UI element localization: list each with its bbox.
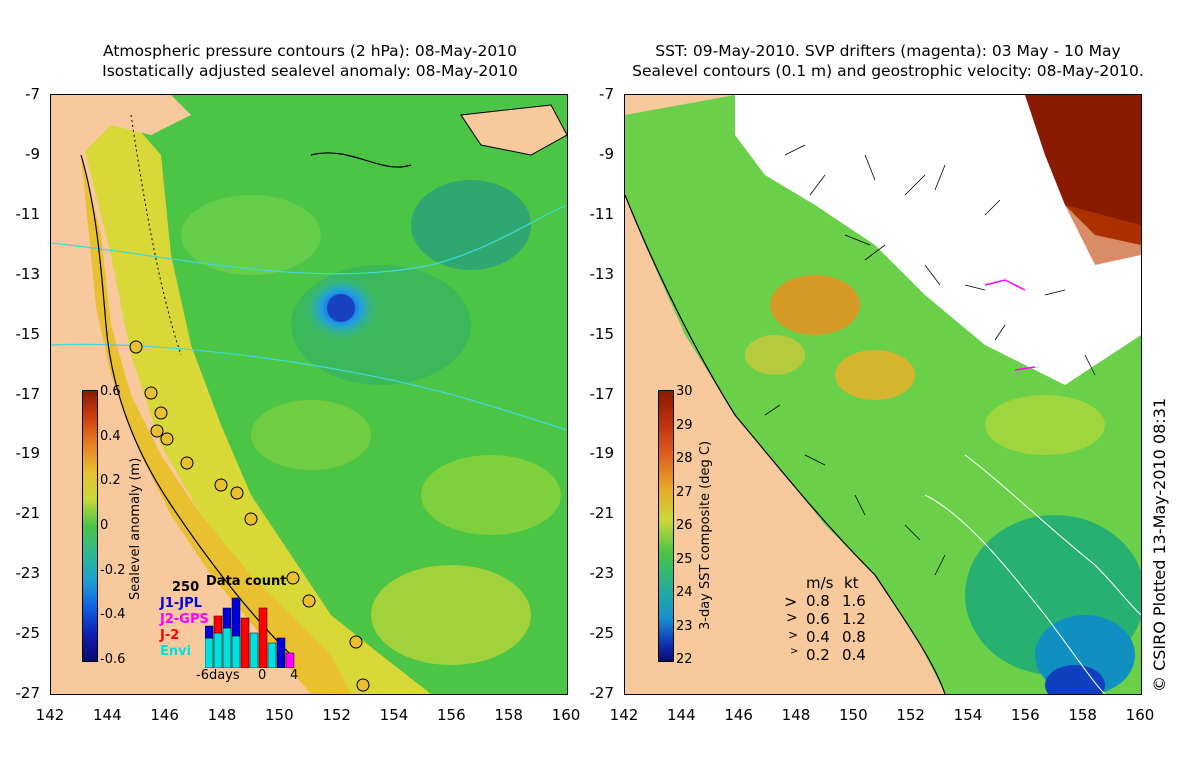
lon-tick-label: 144 [667,706,696,724]
sst-colorbar-title: 3-day SST composite (deg C) [698,440,713,630]
colorbar-tick-label: 0.6 [100,384,121,399]
colorbar-tick-label: 0 [100,518,109,533]
colorbar-tick-label: 30 [676,384,693,399]
sealevel-colorbar [82,390,98,662]
lon-tick-label: 160 [551,706,581,724]
sealevel-anomaly-map [50,94,568,695]
lon-tick-label: 144 [93,706,122,724]
lon-tick-label: 156 [1011,706,1040,724]
sealevel-colorbar-title: Sealevel anomaly (m) [128,457,143,600]
data-count-title: Data count [206,574,287,589]
colorbar-tick-label: -0.4 [100,607,126,623]
velocity-arrow-icon: > [790,646,799,657]
velocity-ms-value: 0.4 [806,628,830,646]
right-title-line2: Sealevel contours (0.1 m) and geostrophi… [632,62,1144,80]
data-count-max: 250 [172,580,200,595]
lon-tick-label: 152 [322,706,351,724]
lon-tick-label: 148 [781,706,811,724]
lat-tick-label: -9 [599,144,614,163]
velocity-legend: m/s kt >0.8 1.6 >0.6 1.2 >0.4 0.8 >0.2 0.4 [780,574,880,664]
colorbar-tick-label: 29 [676,417,693,433]
lat-tick-label: -27 [15,684,41,702]
lat-tick-label: -17 [15,384,41,403]
colorbar-tick-label: -0.2 [100,562,126,578]
velocity-arrow-icon: > [784,592,798,611]
velocity-kt-value: 1.6 [842,592,866,610]
sst-map-graphic [625,95,1141,694]
colorbar-tick-label: 25 [676,551,693,567]
lon-tick-label: 150 [265,706,294,724]
lat-tick-label: -15 [15,324,41,343]
lat-tick-label: -13 [589,264,615,283]
lat-tick-label: -15 [589,324,615,343]
lon-tick-label: 148 [207,706,237,724]
colorbar-tick-label: 27 [676,484,693,500]
lon-tick-label: 160 [1125,706,1155,724]
lat-tick-label: -21 [589,504,615,523]
lat-tick-label: -23 [589,564,615,583]
satellite-legend-item: J-2 [160,628,180,643]
lon-tick-label: 142 [35,706,65,724]
lat-tick-label: -11 [15,204,41,223]
data-count-inset: 250 Data count J1-JPL J2-GPS J-2 Envi -6day… [160,574,300,684]
velocity-kt-value: 0.4 [842,646,866,664]
lat-tick-label: -27 [589,684,615,702]
lat-tick-label: -9 [25,144,40,163]
lon-tick-label: 154 [953,706,983,724]
velocity-ms-value: 0.2 [806,646,830,664]
lon-tick-label: 158 [1068,706,1097,724]
lat-tick-label: -7 [599,85,614,103]
velocity-ms-value: 0.8 [806,592,830,610]
data-count-bars [205,597,295,668]
lat-tick-label: -23 [15,564,41,583]
lon-tick-label: 156 [437,706,466,724]
velocity-kt-value: 1.2 [842,610,866,628]
lon-tick-label: 152 [896,706,925,724]
lat-tick-label: -17 [589,384,615,403]
lat-tick-label: -11 [589,204,615,223]
left-title-line1: Atmospheric pressure contours (2 hPa): 0… [103,42,517,60]
csiro-credit: © CSIRO Plotted 13-May-2010 08:31 [1150,397,1169,692]
satellite-legend-item: J1-JPL [160,596,202,611]
lat-tick-label: -19 [589,444,615,463]
lat-tick-label: -13 [15,264,41,283]
velocity-arrow-icon: > [786,610,798,626]
lat-tick-label: -21 [15,504,41,523]
colorbar-tick-label: 24 [676,585,693,600]
sealevel-map-graphic [51,95,567,694]
satellite-legend-item: J2-GPS [160,612,209,627]
colorbar-tick-label: 0.4 [100,428,121,444]
lon-tick-label: 158 [494,706,523,724]
lon-tick-label: 154 [379,706,409,724]
lat-tick-label: -25 [589,624,615,643]
lon-tick-label: 146 [150,706,179,724]
velocity-kt-value: 0.8 [842,628,866,646]
lat-tick-label: -25 [15,624,41,643]
velocity-ms-value: 0.6 [806,610,830,628]
velocity-arrow-icon: > [788,628,799,642]
colorbar-tick-label: 28 [676,451,693,466]
right-title-line1: SST: 09-May-2010. SVP drifters (magenta)… [655,42,1121,60]
left-title-line2: Isostatically adjusted sealevel anomaly:… [102,62,518,80]
data-count-xlabel: 0 [258,668,267,683]
velocity-unit-ms: m/s [806,574,834,592]
lon-tick-label: 150 [839,706,868,724]
velocity-unit-kt: kt [844,574,859,592]
colorbar-tick-label: 26 [676,518,693,533]
colorbar-tick-label: 23 [676,618,693,634]
sst-colorbar [658,390,674,662]
lon-tick-label: 142 [609,706,639,724]
lat-tick-label: -19 [15,444,41,463]
colorbar-tick-label: -0.6 [100,652,126,667]
colorbar-tick-label: 22 [676,652,693,667]
satellite-legend-item: Envi [160,644,192,659]
colorbar-tick-label: 0.2 [100,473,121,489]
lon-tick-label: 146 [724,706,753,724]
data-count-xlabel: 4 [290,668,299,683]
data-count-xlabel: -6days [196,668,240,683]
lat-tick-label: -7 [25,85,40,103]
sst-map [624,94,1142,695]
